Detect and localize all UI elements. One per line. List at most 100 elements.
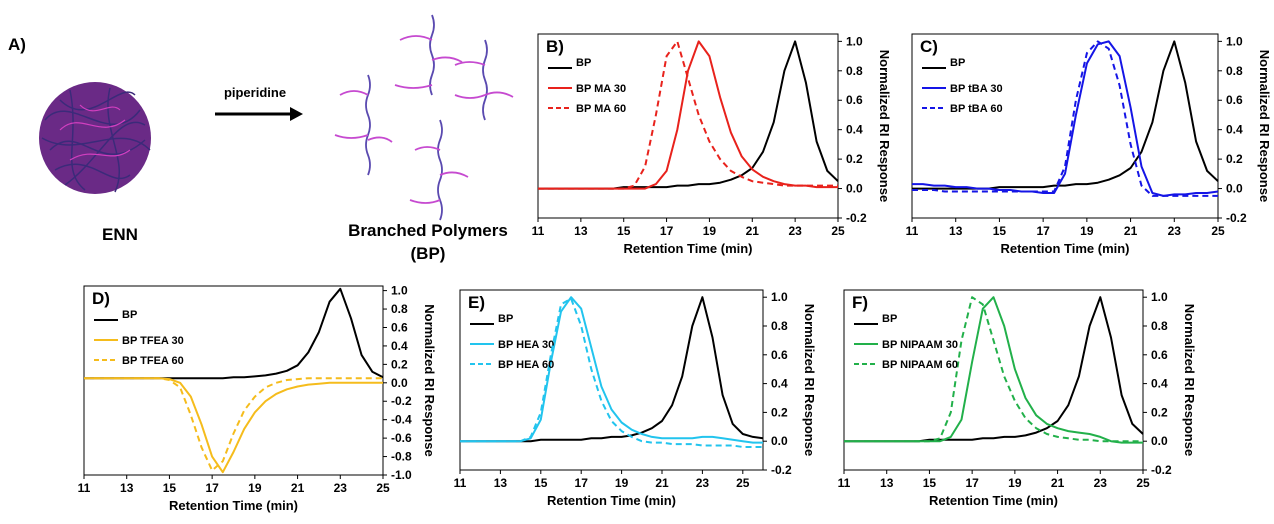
legend-label: BP NIPAAM 60 — [882, 359, 958, 371]
legend-label: BP NIPAAM 30 — [882, 339, 958, 351]
legend-label: BP HEA 30 — [498, 339, 554, 351]
panel-a: A) piperidine ENN Branched Polymers (BP) — [8, 14, 514, 263]
x-tick-label: 21 — [746, 224, 760, 238]
enn-highlights — [59, 104, 131, 161]
y-axis-title: Normalized RI Response — [802, 304, 817, 456]
panel-label: D) — [92, 289, 110, 308]
series-line — [84, 377, 383, 472]
x-tick-label: 15 — [534, 476, 548, 490]
legend-label: BP tBA 60 — [950, 103, 1003, 115]
x-tick-label: 15 — [163, 481, 177, 495]
x-tick-label: 13 — [574, 224, 588, 238]
x-tick-label: 23 — [1168, 224, 1182, 238]
y-tick-label: -0.2 — [1151, 463, 1172, 477]
y-tick-label: 0.8 — [391, 302, 408, 316]
x-tick-label: 19 — [248, 481, 262, 495]
x-tick-label: 11 — [906, 224, 919, 238]
x-tick-label: 25 — [736, 476, 750, 490]
series-line — [912, 40, 1219, 190]
x-tick-label: 17 — [1036, 224, 1050, 238]
legend-label: BP — [882, 313, 897, 325]
y-tick-label: 0.0 — [1151, 434, 1168, 448]
x-tick-label: 19 — [615, 476, 629, 490]
x-tick-label: 19 — [703, 224, 717, 238]
panel-label: F) — [852, 293, 868, 312]
x-tick-label: 25 — [376, 481, 390, 495]
y-tick-label: 0.0 — [771, 434, 788, 448]
y-tick-label: 0.6 — [1151, 348, 1168, 362]
x-tick-label: 23 — [334, 481, 348, 495]
x-tick-label: 25 — [1136, 476, 1150, 490]
legend-label: BP TFEA 30 — [122, 335, 184, 347]
bp-label-abbr: (BP) — [411, 244, 446, 263]
x-tick-label: 11 — [78, 481, 91, 495]
x-axis-title: Retention Time (min) — [547, 493, 676, 508]
y-tick-label: 0.8 — [846, 64, 863, 78]
y-tick-label: 1.0 — [846, 34, 863, 48]
x-tick-label: 11 — [532, 224, 545, 238]
chart: -0.2 0.0 0.2 0.4 0.6 0.8 1.0 11 13 15 17 19 21 23 25 Re… — [906, 33, 1272, 256]
x-tick-label: 25 — [1211, 224, 1225, 238]
legend-label: BP MA 60 — [576, 103, 626, 115]
y-tick-label: 0.6 — [846, 93, 863, 107]
y-tick-label: 0.4 — [1151, 377, 1168, 391]
panel-label: B) — [546, 37, 564, 56]
x-tick-label: 23 — [788, 224, 802, 238]
chart: -1.0 -0.8 -0.6 -0.4 -0.2 0.0 0.2 0.4 0.6 0.8 1.0 11… — [78, 284, 437, 513]
y-tick-label: 0.2 — [771, 405, 788, 419]
x-axis-title: Retention Time (min) — [169, 498, 298, 513]
x-tick-label: 15 — [617, 224, 631, 238]
x-tick-label: 17 — [205, 481, 219, 495]
y-tick-label: 0.8 — [771, 319, 788, 333]
x-tick-label: 21 — [1051, 476, 1065, 490]
x-tick-label: 19 — [1080, 224, 1094, 238]
x-tick-label: 23 — [696, 476, 710, 490]
y-tick-label: 0.2 — [846, 152, 863, 166]
x-tick-label: 17 — [965, 476, 979, 490]
y-tick-label: 1.0 — [771, 290, 788, 304]
y-tick-label: 0.2 — [1151, 405, 1168, 419]
enn-label: ENN — [102, 225, 138, 244]
y-tick-label: 0.8 — [1151, 319, 1168, 333]
series-line — [538, 40, 838, 190]
x-tick-label: 21 — [1124, 224, 1138, 238]
y-axis-title: Normalized RI Response — [877, 50, 892, 202]
chart: -0.2 0.0 0.2 0.4 0.6 0.8 1.0 11 13 15 17 19 21 23 25 Re… — [454, 289, 817, 508]
y-tick-label: -0.2 — [1226, 211, 1247, 225]
x-tick-label: 13 — [880, 476, 894, 490]
series-line — [912, 40, 1218, 197]
y-tick-label: 0.2 — [391, 357, 408, 371]
bp-label: Branched Polymers — [348, 221, 508, 240]
y-tick-label: -0.2 — [771, 463, 792, 477]
x-tick-label: 25 — [831, 224, 845, 238]
y-tick-label: 0.6 — [771, 348, 788, 362]
y-tick-label: -0.2 — [391, 394, 412, 408]
legend-label: BP — [122, 309, 137, 321]
series-line — [460, 297, 763, 448]
y-tick-label: 0.6 — [1226, 93, 1243, 107]
chart: -0.2 0.0 0.2 0.4 0.6 0.8 1.0 11 13 15 17 19 21 23 25 Re… — [838, 289, 1197, 508]
panel-label: A) — [8, 35, 26, 54]
x-tick-label: 13 — [120, 481, 134, 495]
x-tick-label: 21 — [655, 476, 669, 490]
x-tick-label: 11 — [838, 476, 851, 490]
y-axis-title: Normalized RI Response — [1257, 50, 1272, 202]
series-line — [84, 377, 383, 474]
y-tick-label: -0.4 — [391, 413, 412, 427]
x-axis-title: Retention Time (min) — [1000, 241, 1129, 256]
reagent-label: piperidine — [224, 85, 286, 100]
legend-label: BP — [576, 57, 591, 69]
x-tick-label: 13 — [949, 224, 963, 238]
y-tick-label: 0.0 — [391, 376, 408, 390]
x-axis-title: Retention Time (min) — [623, 241, 752, 256]
y-tick-label: 0.4 — [391, 339, 408, 353]
plot-frame — [83, 285, 384, 476]
y-tick-label: -0.6 — [391, 431, 412, 445]
y-tick-label: 1.0 — [1151, 290, 1168, 304]
series-line — [844, 296, 1143, 443]
y-tick-label: 0.6 — [391, 320, 408, 334]
x-tick-label: 17 — [660, 224, 674, 238]
plot-frame — [911, 33, 1219, 219]
x-tick-label: 11 — [454, 476, 467, 490]
